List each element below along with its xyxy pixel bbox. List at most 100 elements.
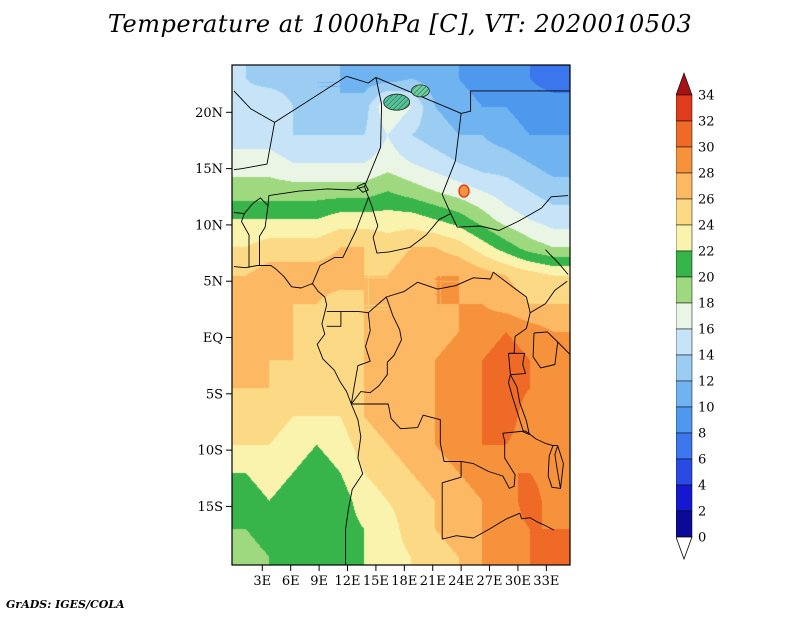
colorbar-band — [676, 484, 693, 512]
grads-credit: GrADS: IGES/COLA — [6, 598, 125, 611]
colorbar-band — [676, 276, 693, 304]
lon-tick-label: 12E — [334, 574, 360, 586]
lat-tick-label: EQ — [203, 331, 223, 346]
country-border-line — [267, 186, 365, 206]
country-border-line — [545, 249, 569, 275]
colorbar-band — [676, 172, 693, 200]
country-border-line — [351, 403, 462, 462]
colorbar-under-arrow — [676, 536, 693, 561]
country-border-line — [529, 280, 568, 314]
plot-title: Temperature at 1000hPa [C], VT: 20200105… — [107, 10, 693, 38]
country-border-line — [241, 213, 250, 268]
colorbar-label: 14 — [698, 349, 715, 364]
colorbar-over-arrow — [676, 72, 693, 96]
colorbar-band — [676, 198, 693, 226]
country-border-line — [557, 341, 571, 355]
country-border-line — [233, 122, 276, 171]
colorbar-label: 0 — [698, 531, 706, 546]
country-border-line — [547, 445, 561, 489]
country-border-line — [441, 461, 520, 540]
country-border-line — [519, 513, 555, 531]
country-border-line — [233, 197, 269, 215]
tibesti-anomaly-east-hatch — [411, 84, 430, 97]
colorbar-label: 12 — [698, 375, 715, 390]
country-border-line — [376, 213, 451, 254]
lat-tick-label: 20N — [195, 106, 223, 121]
country-border-line — [525, 430, 558, 447]
lat-tick-label: 5N — [203, 275, 223, 290]
colorbar-band — [676, 302, 693, 330]
country-border-line — [350, 312, 371, 405]
country-border-line — [356, 182, 369, 193]
colorbar-band — [676, 94, 693, 122]
colorbar-band — [676, 224, 693, 252]
country-border-line — [508, 374, 530, 435]
colorbar-band — [676, 354, 693, 382]
country-border-line — [508, 328, 527, 354]
country-border-line — [364, 186, 379, 254]
colorbar-label: 2 — [698, 505, 706, 520]
colorbar-label: 4 — [698, 479, 706, 494]
colorbar-label: 8 — [698, 427, 706, 442]
country-border-line — [508, 352, 526, 376]
country-border-line — [441, 113, 462, 228]
colorbar-band — [676, 510, 693, 538]
colorbar-label: 6 — [698, 453, 706, 468]
colorbar-band — [676, 146, 693, 174]
colorbar-band — [676, 120, 693, 148]
lon-tick-label: 33E — [533, 574, 559, 586]
lon-tick-label: 30E — [505, 574, 531, 586]
country-border-line — [233, 75, 347, 123]
lon-tick-label: 24E — [448, 574, 474, 586]
country-border-line — [350, 296, 402, 405]
lat-tick-label: 10N — [195, 218, 223, 233]
lon-tick-label: 21E — [420, 574, 446, 586]
country-border-line — [326, 311, 342, 327]
colorbar-label: 20 — [698, 271, 715, 286]
colorbar-band — [676, 458, 693, 486]
colorbar-band — [676, 406, 693, 434]
colorbar-label: 18 — [698, 297, 715, 312]
colorbar-label: 16 — [698, 323, 715, 338]
colorbar-band — [676, 432, 693, 460]
country-border-line — [326, 296, 387, 314]
colorbar-label: 22 — [698, 245, 715, 260]
country-border-line — [461, 430, 526, 489]
colorbar-label: 26 — [698, 193, 715, 208]
map-plot: 20N 15N 10N 5N EQ 5S 10S 15S 3E 6E 9E 12E 15E 18E 21E 2… — [190, 50, 590, 586]
lon-tick-label: 3E — [253, 574, 271, 586]
country-border-line — [233, 265, 364, 565]
colorbar-label: 24 — [698, 219, 715, 234]
lon-tick-label: 15E — [363, 574, 389, 586]
country-border-line — [364, 77, 383, 187]
colorbar-band — [676, 328, 693, 356]
country-border-line — [386, 271, 531, 329]
lat-tick-label: 5S — [206, 387, 223, 402]
jebel-marra-warm-spot — [458, 184, 470, 198]
temperature-shaded-field — [232, 65, 570, 565]
country-border-line — [460, 90, 570, 114]
lon-tick-label: 27E — [477, 574, 503, 586]
colorbar-label: 30 — [698, 141, 715, 156]
country-border-line — [312, 197, 369, 284]
lon-tick-label: 6E — [282, 574, 300, 586]
colorbar-label: 10 — [698, 401, 715, 416]
lat-tick-label: 10S — [198, 444, 223, 459]
colorbar-label: 34 — [698, 89, 715, 104]
country-border-line — [259, 205, 269, 266]
colorbar-label: 28 — [698, 167, 715, 182]
colorbar-label: 32 — [698, 115, 715, 130]
lon-tick-label: 18E — [391, 574, 417, 586]
colorbar-band — [676, 380, 693, 408]
country-border-line — [457, 195, 569, 231]
lon-tick-label: 9E — [310, 574, 328, 586]
map-frame — [231, 64, 571, 566]
lat-tick-label: 15N — [195, 162, 223, 177]
country-border-line — [532, 331, 559, 369]
tibesti-anomaly-west-hatch — [383, 94, 410, 111]
lat-tick-label: 15S — [198, 500, 223, 515]
colorbar-band — [676, 250, 693, 278]
country-border-line — [554, 445, 564, 489]
